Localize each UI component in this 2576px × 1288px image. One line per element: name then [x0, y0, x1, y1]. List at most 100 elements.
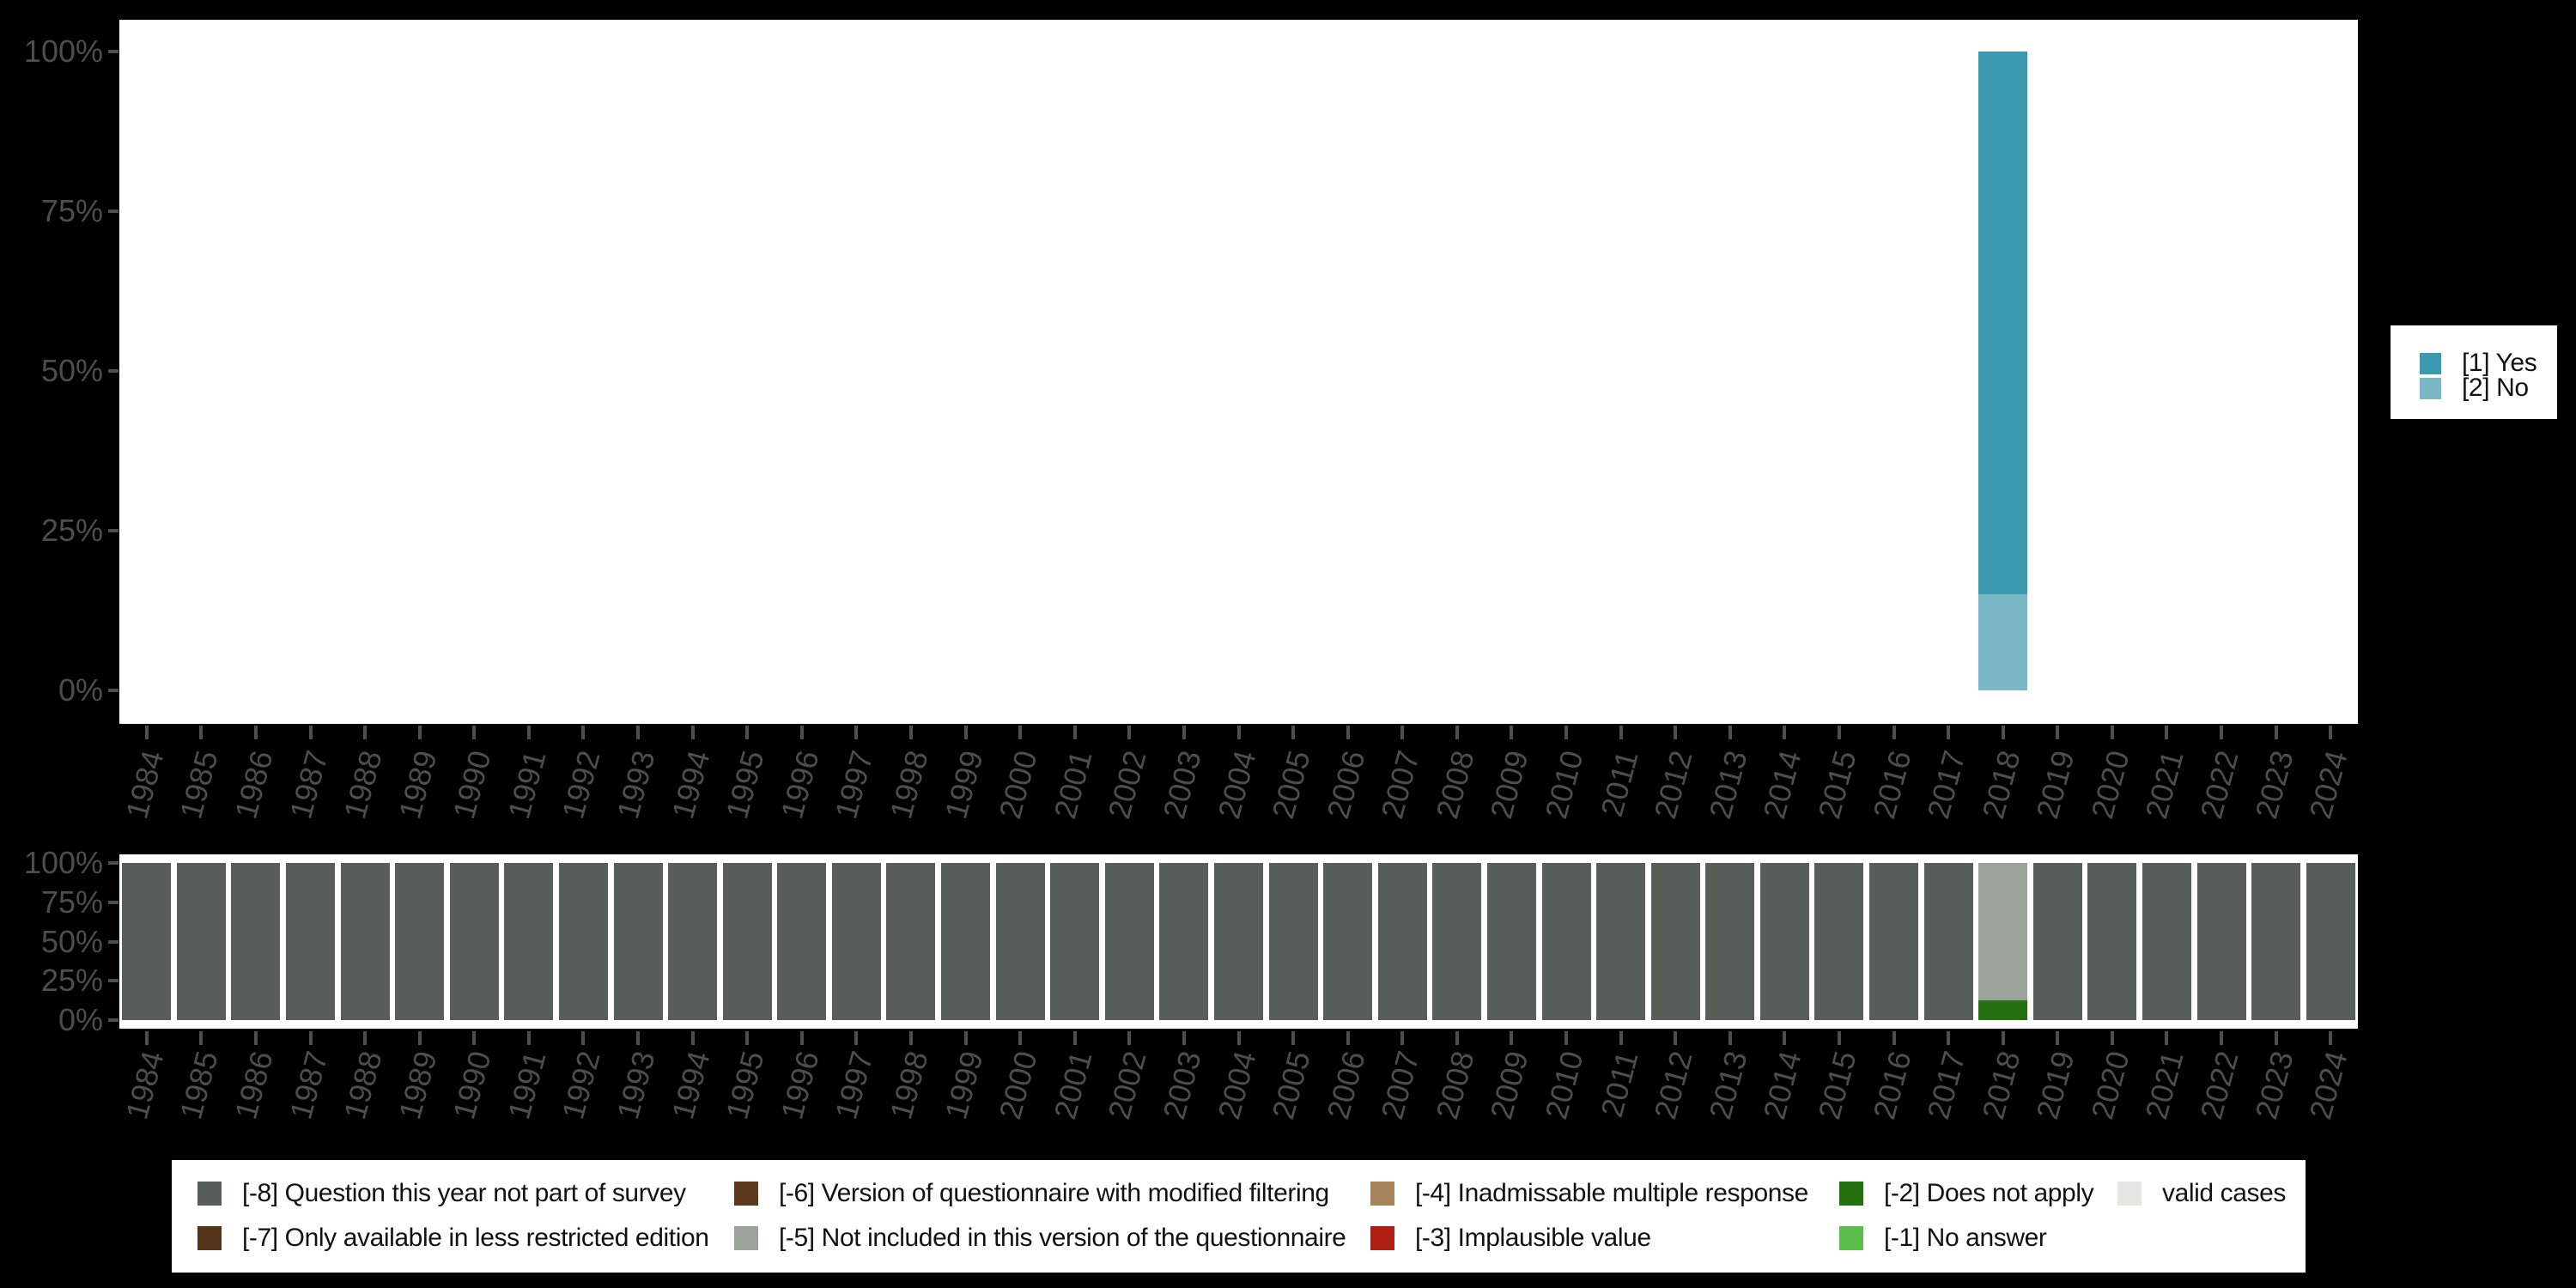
x-axis-label: 2016 — [1865, 1047, 1918, 1123]
x-axis-label: 1990 — [446, 1047, 498, 1123]
x-axis-tick — [1182, 726, 1186, 739]
x-axis-label: 2011 — [1593, 746, 1645, 821]
x-axis-tick — [472, 726, 477, 739]
legend-label: [-5] Not included in this version of the… — [779, 1224, 1346, 1252]
x-axis-tick — [1236, 1031, 1241, 1045]
y-axis-label: 50% — [40, 353, 103, 388]
legend-item: [-1] No answer — [1839, 1224, 2047, 1253]
x-axis-label: 2005 — [1265, 746, 1317, 823]
legend-swatch — [2420, 352, 2441, 374]
x-axis-tick — [526, 1031, 531, 1045]
y-axis-label: 0% — [58, 1002, 103, 1037]
x-axis-label: 1984 — [118, 746, 171, 823]
legend-swatch — [2420, 377, 2441, 399]
legend-swatch — [734, 1226, 758, 1250]
legend-label: [2] No — [2462, 374, 2529, 402]
x-axis-tick — [1947, 726, 1951, 739]
x-axis-label: 2000 — [992, 1047, 1044, 1123]
x-axis-tick — [1564, 726, 1568, 739]
legend-label: [-2] Does not apply — [1884, 1179, 2094, 1207]
x-axis-label: 2020 — [2084, 1047, 2136, 1123]
bar-segment-2010 — [1541, 863, 1591, 1020]
legend-item: [-6] Version of questionnaire with modif… — [734, 1179, 1329, 1208]
bar-segment-2009 — [1486, 863, 1536, 1020]
x-axis-label: 2018 — [1974, 1047, 2027, 1123]
x-axis-tick — [1182, 1031, 1186, 1045]
x-axis-label: 1999 — [937, 746, 990, 823]
x-axis-label: 2018 — [1974, 746, 2027, 823]
x-axis-tick — [745, 1031, 750, 1045]
legend-label: [-4] Inadmissable multiple response — [1415, 1179, 1808, 1207]
x-axis-label: 1994 — [664, 1047, 717, 1123]
x-axis-tick — [526, 726, 531, 739]
x-axis-tick — [1018, 726, 1023, 739]
x-axis-label: 2002 — [1101, 1047, 1153, 1123]
bar-segment-2017 — [1923, 863, 1973, 1020]
x-axis-tick — [1564, 1031, 1568, 1045]
x-axis-label: 2006 — [1319, 746, 1372, 823]
x-axis-label: 2001 — [1047, 1047, 1099, 1123]
y-axis-tick — [108, 689, 118, 692]
y-axis-tick — [108, 1018, 118, 1022]
x-axis-tick — [1072, 1031, 1077, 1045]
x-axis-label: 2007 — [1374, 1047, 1426, 1123]
x-axis-tick — [2220, 726, 2224, 739]
bar-segment-2012 — [1650, 863, 1700, 1020]
x-axis-label: 2004 — [1210, 1047, 1263, 1123]
x-axis-label: 1991 — [501, 746, 553, 823]
y-axis-tick — [108, 210, 118, 213]
x-axis-label: 2015 — [1811, 746, 1863, 823]
bar-segment-2020 — [2087, 863, 2137, 1020]
x-axis-label: 2019 — [2029, 746, 2081, 823]
x-axis-tick — [1127, 726, 1132, 739]
x-axis-label: 2004 — [1210, 746, 1263, 823]
y-axis-label: 50% — [40, 923, 103, 959]
x-axis-label: 1992 — [555, 1047, 608, 1123]
x-axis-label: 2017 — [1920, 746, 1972, 823]
x-axis-tick — [1674, 726, 1678, 739]
x-axis-label: 2024 — [2302, 1047, 2354, 1123]
y-axis-tick — [108, 861, 118, 865]
x-axis-label: 1997 — [828, 1047, 881, 1123]
bar-segment-1987 — [286, 863, 336, 1020]
x-axis-label: 1991 — [501, 1047, 553, 1123]
x-axis-tick — [1892, 1031, 1896, 1045]
x-axis-label: 2016 — [1865, 746, 1918, 823]
x-axis-label: 2014 — [1756, 746, 1808, 823]
x-axis-tick — [854, 726, 859, 739]
legend-bottom: [-8] Question this year not part of surv… — [172, 1160, 2306, 1273]
bar-segment-2021 — [2142, 863, 2191, 1020]
x-axis-label: 2009 — [1483, 1047, 1536, 1123]
legend-label: valid cases — [2162, 1179, 2287, 1207]
x-axis-tick — [1619, 726, 1623, 739]
x-axis-label: 1988 — [337, 746, 389, 823]
bar-segment-2005 — [1268, 863, 1318, 1020]
x-axis-tick — [1400, 1031, 1405, 1045]
x-axis-label: 1998 — [883, 746, 935, 823]
x-axis-tick — [1892, 726, 1896, 739]
x-axis-label: 2007 — [1374, 746, 1426, 823]
x-axis-tick — [1619, 1031, 1623, 1045]
x-axis-tick — [1510, 1031, 1514, 1045]
legend-item: [-2] Does not apply — [1839, 1179, 2094, 1208]
legend-swatch — [197, 1226, 222, 1250]
x-axis-tick — [581, 1031, 586, 1045]
x-axis-label: 1996 — [774, 1047, 826, 1123]
bar-segment-2015 — [1814, 863, 1864, 1020]
y-axis-label: 100% — [23, 33, 103, 69]
x-axis-tick — [2110, 1031, 2114, 1045]
bar-segment-2002 — [1104, 863, 1154, 1020]
bar-segment-1988 — [340, 863, 390, 1020]
bar-segment-2001 — [1050, 863, 1100, 1020]
bar-segment-1994 — [668, 863, 718, 1020]
x-axis-tick — [1127, 1031, 1132, 1045]
bottom-chart-plot-area — [119, 854, 2358, 1029]
bar-segment-2019 — [2032, 863, 2082, 1020]
x-axis-tick — [1346, 726, 1350, 739]
x-axis-label: 1993 — [610, 746, 662, 823]
bar-segment-2016 — [1869, 863, 1919, 1020]
bar-segment-1985 — [176, 863, 226, 1020]
bar-segment-2003 — [1159, 863, 1209, 1020]
x-axis-tick — [581, 726, 586, 739]
x-axis-tick — [1728, 726, 1732, 739]
